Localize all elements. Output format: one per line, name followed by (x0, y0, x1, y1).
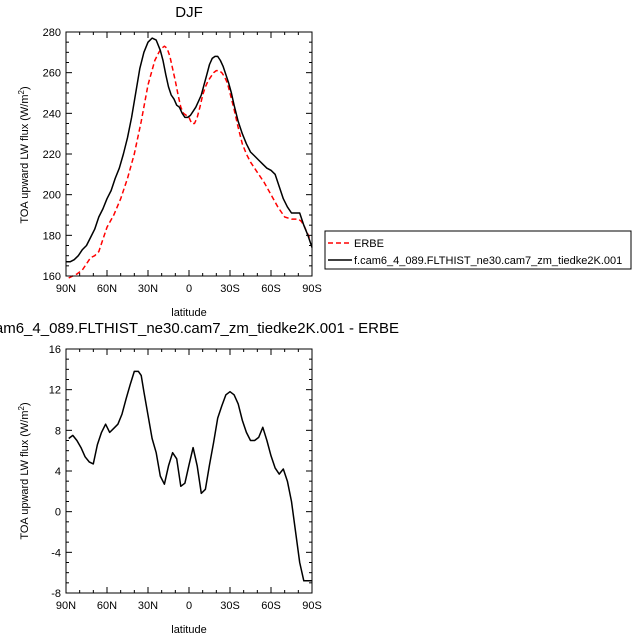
y-tick-label: 200 (43, 190, 61, 202)
chart-2-x-axis: 90N 60N 30N 0 30S 60S 90S (56, 349, 322, 612)
chart-1-y-axis-label: TOA upward LW flux (W/m2) (17, 86, 31, 223)
y-tick-label: 180 (43, 230, 61, 242)
x-tick-label: 60N (97, 283, 117, 295)
chart-panel-1: DJF 160 180 200 220 240 260 280 90N 60N 30N 0 30S 6… (17, 4, 632, 319)
x-tick-label: 0 (186, 283, 192, 295)
x-tick-label: 90S (302, 283, 322, 295)
legend-label-erbe: ERBE (354, 238, 384, 250)
y-tick-label: 240 (43, 108, 61, 120)
x-tick-label: 60S (261, 283, 281, 295)
x-tick-label: 90N (56, 600, 76, 612)
chart-panel-2: f.cam6_4_089.FLTHIST_ne30.cam7_zm_tiedke… (0, 320, 399, 636)
y-tick-label: 8 (55, 425, 61, 437)
chart-2-x-axis-label: latitude (171, 624, 206, 636)
y-tick-label: 16 (49, 344, 61, 356)
x-tick-label: 30S (220, 283, 240, 295)
y-tick-label: 12 (49, 385, 61, 397)
legend-box (324, 230, 632, 270)
chart-2-y-axis: -8 -4 0 4 8 12 16 (49, 344, 312, 600)
chart-1-title: DJF (175, 4, 203, 21)
legend-label-model: f.cam6_4_089.FLTHIST_ne30.cam7_zm_tiedke… (354, 255, 622, 267)
series-line-1 (68, 45, 313, 279)
series-line-1 (68, 370, 312, 582)
y-tick-label: -8 (51, 588, 61, 600)
chart-2-series-group (68, 370, 312, 582)
y-tick-label: 260 (43, 68, 61, 80)
x-tick-label: 30S (220, 600, 240, 612)
y-tick-label: 220 (43, 149, 61, 161)
y-tick-label: 0 (55, 507, 61, 519)
chart-1-frame (65, 31, 313, 277)
y-tick-label: -4 (51, 547, 61, 559)
x-tick-label: 0 (186, 600, 192, 612)
chart-1-x-axis-label: latitude (171, 307, 206, 319)
x-tick-label: 90S (302, 600, 322, 612)
chart-2-y-axis-label: TOA upward LW flux (W/m2) (17, 402, 31, 539)
x-tick-label: 60N (97, 600, 117, 612)
chart-1-series-group (66, 37, 313, 279)
x-tick-label: 90N (56, 283, 76, 295)
y-tick-label: 280 (43, 27, 61, 39)
chart-1-x-axis: 90N 60N 30N 0 30S 60S 90S (56, 32, 322, 295)
chart-2-frame (65, 348, 313, 594)
x-tick-label: 30N (138, 600, 158, 612)
chart-1-y-axis: 160 180 200 220 240 260 280 (43, 27, 312, 283)
x-tick-label: 60S (261, 600, 281, 612)
y-tick-label: 4 (55, 466, 61, 478)
y-tick-label: 160 (43, 271, 61, 283)
chart-2-title: f.cam6_4_089.FLTHIST_ne30.cam7_zm_tiedke… (0, 320, 399, 337)
series-line-2 (66, 37, 313, 263)
chart-1-legend: ERBE f.cam6_4_089.FLTHIST_ne30.cam7_zm_t… (324, 230, 632, 270)
x-tick-label: 30N (138, 283, 158, 295)
